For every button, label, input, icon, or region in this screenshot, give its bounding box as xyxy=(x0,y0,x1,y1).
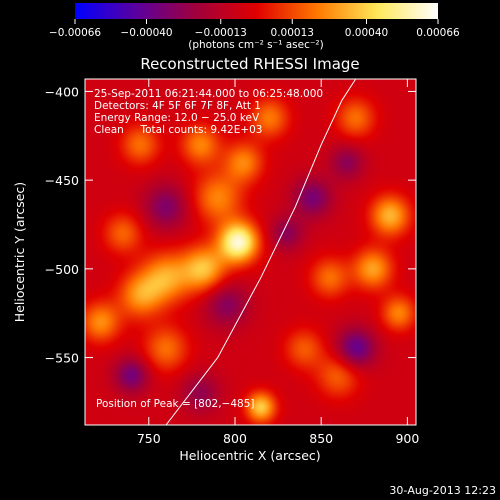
annotation-time-range: 25‑Sep‑2011 06:21:44.000 to 06:25:48.000 xyxy=(94,88,323,100)
y-axis-ticks: −550 −500 −450 −400 xyxy=(45,84,416,366)
solar-limb-curve xyxy=(165,79,357,425)
x-tick-label: 900 xyxy=(395,431,419,446)
colorbar-tick-label: −0.00013 xyxy=(195,27,247,39)
x-axis-label: Heliocentric X (arcsec) xyxy=(179,448,320,463)
colorbar-tick-label: −0.00066 xyxy=(49,27,102,39)
y-tick-label: −500 xyxy=(45,262,79,277)
annotation-energy-range: Energy Range: 12.0 − 25.0 keV xyxy=(94,112,260,124)
colorbar-tick-label: 0.00066 xyxy=(416,27,460,39)
heatmap-image xyxy=(85,79,416,425)
plot-frame xyxy=(84,78,417,426)
x-tick-label: 850 xyxy=(309,431,333,446)
x-axis-ticks: 750 800 850 900 xyxy=(137,79,419,446)
colorbar xyxy=(75,3,438,19)
peak-position-label: Position of Peak = [802,−485] xyxy=(96,398,255,410)
annotation-clean-counts: Clean Total counts: 9.42E+03 xyxy=(94,124,263,136)
plot-timestamp: 30‑Aug‑2013 12:23 xyxy=(389,484,496,497)
colorbar-tick-label: 0.00040 xyxy=(345,27,388,39)
colorbar-tick-label: −0.00040 xyxy=(120,27,172,39)
colorbar-tick-label: 0.00013 xyxy=(271,27,314,39)
colorbar-ticks: −0.00066 −0.00040 −0.00013 0.00013 0.00040 0.… xyxy=(49,19,460,39)
y-tick-label: −550 xyxy=(45,351,79,366)
chart-title: Reconstructed RHESSI Image xyxy=(140,55,359,73)
x-tick-label: 800 xyxy=(223,431,247,446)
annotation-detectors: Detectors: 4F 5F 6F 7F 8F, Att 1 xyxy=(94,100,261,112)
colorbar-unit-label: (photons cm⁻² s⁻¹ asec⁻²) xyxy=(188,39,323,51)
y-axis-label: Heliocentric Y (arcsec) xyxy=(12,182,27,322)
x-tick-label: 750 xyxy=(137,431,161,446)
y-tick-label: −400 xyxy=(45,84,79,99)
y-tick-label: −450 xyxy=(45,173,79,188)
